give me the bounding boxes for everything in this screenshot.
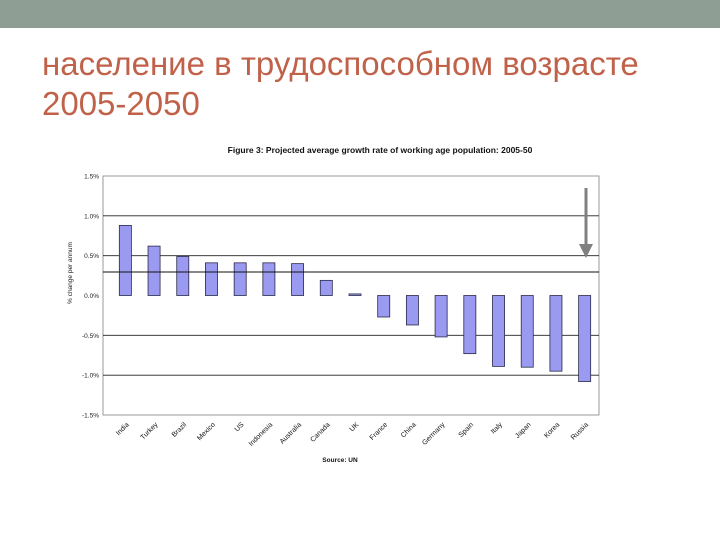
category-label-france: France: [369, 421, 389, 441]
top-color-band: [0, 0, 720, 28]
category-label-italy: Italy: [490, 421, 504, 435]
category-label-japan: Japan: [514, 421, 533, 440]
bar-russia: [578, 295, 592, 382]
category-label-china: China: [400, 421, 418, 439]
bar-uk: [348, 293, 362, 296]
category-label-canada: Canada: [309, 421, 331, 443]
y-axis-title: % change per annum: [67, 242, 74, 304]
bar-chart: Figure 3: Projected average growth rate …: [67, 145, 600, 464]
y-tick-label: 1.0%: [84, 213, 99, 220]
category-label-india: India: [115, 421, 131, 437]
bar-korea: [549, 295, 563, 372]
y-tick-label: 0.0%: [84, 293, 99, 300]
chart-title: Figure 3: Projected average growth rate …: [228, 145, 533, 155]
bar-japan: [520, 295, 534, 368]
grid-lines: [103, 215, 599, 376]
arrow-down-icon: [579, 188, 593, 258]
bar-germany: [434, 295, 448, 338]
bar-us: [233, 262, 247, 296]
y-tick-label: -1.5%: [82, 413, 99, 420]
bar-canada: [319, 279, 333, 296]
chart-figure: Figure 3: Projected average growth rate …: [60, 140, 620, 470]
category-label-mexico: Mexico: [196, 421, 217, 442]
bar-india: [118, 224, 132, 296]
category-label-indonesia: Indonesia: [248, 421, 274, 447]
category-label-uk: UK: [349, 421, 361, 433]
category-label-korea: Korea: [543, 421, 561, 439]
bar-mexico: [205, 262, 218, 296]
y-tick-label: 0.5%: [84, 253, 99, 260]
category-labels: India Turkey Brazil Mexico US Indonesia Austra…: [115, 421, 590, 448]
slide-title: население в трудоспособном возрасте 2005…: [42, 44, 702, 124]
bar-brazil: [176, 256, 190, 296]
category-label-russia: Russia: [570, 421, 590, 441]
slide-title-line-2: 2005-2050: [42, 85, 200, 122]
bar-australia: [291, 263, 305, 296]
bar-indonesia: [262, 262, 276, 296]
bars: [118, 224, 592, 382]
bar-france: [377, 295, 391, 318]
category-label-brazil: Brazil: [171, 421, 189, 439]
slide-title-line-1: население в трудоспособном возрасте: [42, 45, 639, 82]
category-label-spain: Spain: [458, 421, 476, 439]
bar-spain: [463, 295, 477, 355]
bar-turkey: [147, 245, 161, 296]
category-label-turkey: Turkey: [140, 421, 160, 441]
category-label-germany: Germany: [421, 421, 447, 447]
y-tick-label: 1.5%: [84, 174, 99, 181]
y-tick-label: -1.0%: [82, 373, 99, 380]
category-label-australia: Australia: [279, 421, 303, 445]
category-label-us: US: [234, 421, 246, 433]
chart-source: Source: UN: [322, 457, 358, 464]
y-axis-ticks: 1.5% 1.0% 0.5% 0.0% -0.5% -1.0% -1.5%: [82, 174, 99, 420]
y-tick-label: -0.5%: [82, 333, 99, 340]
bar-china: [405, 295, 419, 326]
bar-italy: [492, 295, 505, 367]
